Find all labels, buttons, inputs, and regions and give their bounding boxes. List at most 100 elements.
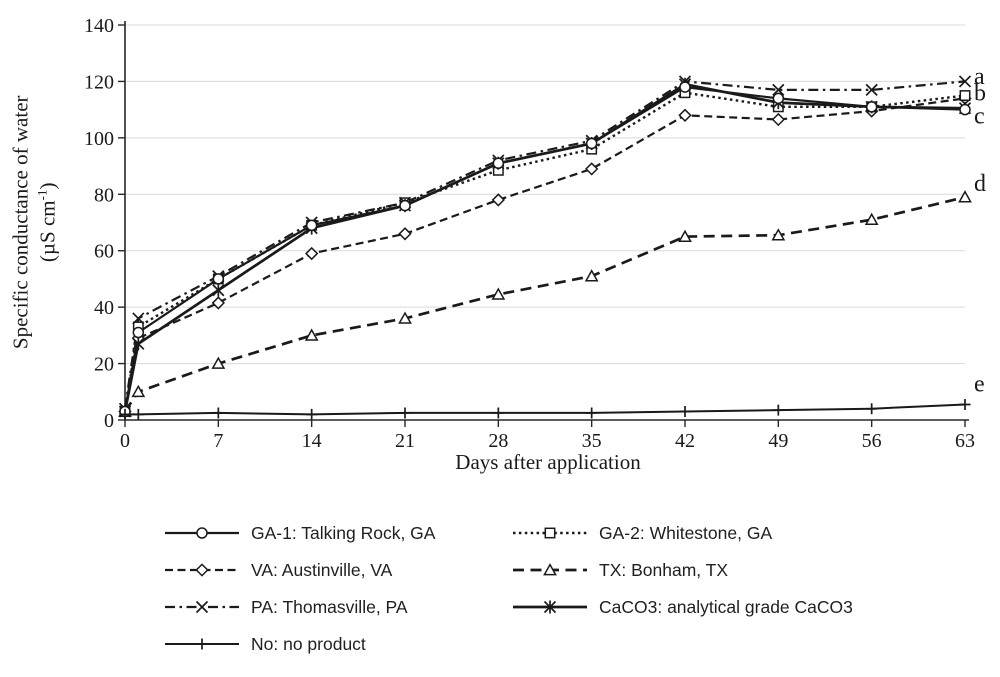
circle-marker [865, 101, 878, 113]
plus-marker [959, 398, 971, 410]
y-tick-label: 40 [94, 297, 114, 319]
triangle-marker [864, 212, 879, 226]
circle-marker [132, 326, 145, 339]
x-tick-label: 35 [582, 430, 602, 452]
legend-item-va: VA: Austinville, VA [163, 559, 511, 581]
plus-marker [196, 638, 208, 650]
legend-label: PA: Thomasville, PA [251, 596, 408, 617]
circle-marker [679, 81, 691, 93]
legend-label: No: no product [251, 633, 366, 654]
y-tick-label: 60 [94, 241, 114, 263]
x-marker [195, 600, 209, 614]
legend-item-ga-1: GA-1: Talking Rock, GA [163, 522, 511, 544]
y-tick-label: 100 [84, 128, 114, 150]
chart-legend: GA-1: Talking Rock, GA GA-2: Whitestone, … [163, 522, 931, 655]
triangle-marker [398, 311, 412, 324]
legend-label: GA-1: Talking Rock, GA [251, 522, 436, 543]
series-markers-TX [118, 190, 972, 417]
diamond-marker [305, 246, 319, 261]
x-tick-label: 14 [302, 430, 322, 452]
star-marker [132, 337, 145, 351]
diamond-marker [195, 563, 209, 577]
series-line-CaCO3 [123, 82, 966, 412]
diamond-marker [398, 227, 412, 241]
series-line-PA [123, 80, 966, 409]
legend-item-pa: PA: Thomasville, PA [163, 596, 511, 618]
legend-label: CaCO3: analytical grade CaCO3 [599, 596, 853, 617]
x-tick-label: 42 [675, 430, 695, 452]
circle-marker [492, 157, 505, 169]
x-axis-title: Days after application [455, 450, 641, 474]
plus-marker [679, 406, 691, 418]
series-markers-No [119, 398, 971, 420]
diamond-marker [585, 162, 599, 176]
x-marker [958, 75, 972, 88]
plot-area: Days after application 0 20 40 60 80 100 120 14… [84, 15, 986, 474]
triangle-marker [131, 384, 146, 398]
plus-marker [399, 407, 411, 419]
y-tick-label: 20 [94, 354, 114, 376]
x-marker [772, 83, 785, 96]
diamond-marker [678, 108, 692, 122]
diamond-marker [211, 296, 225, 310]
significance-letter-b: b [974, 81, 986, 107]
plus-marker [212, 407, 224, 419]
circle-marker [196, 527, 208, 539]
x-tick-label: 0 [120, 430, 130, 452]
plus-marker [119, 408, 131, 420]
plus-marker [586, 407, 598, 419]
star-marker [212, 283, 225, 297]
x-marker [132, 312, 145, 325]
series-markers-VA [118, 91, 972, 419]
square-marker [544, 527, 556, 539]
diamond-marker [491, 193, 505, 207]
legend-sample-no [165, 638, 239, 650]
series-line-GA-2 [123, 91, 966, 412]
circle-marker [772, 92, 785, 105]
series-line-No [125, 403, 966, 416]
series-line-GA-1 [123, 85, 966, 412]
series-line-TX [123, 195, 966, 413]
triangle-marker [304, 328, 319, 341]
significance-letter-d: d [974, 171, 986, 197]
series-markers-GA-2 [119, 87, 971, 417]
x-tick-label: 56 [862, 430, 882, 452]
legend-sample-tx [513, 563, 587, 576]
y-tick-label: 80 [94, 184, 114, 206]
plus-marker [772, 404, 784, 416]
triangle-marker [958, 190, 972, 203]
legend-item-ga-2: GA-2: Whitestone, GA [511, 522, 931, 544]
triangle-marker [771, 228, 786, 241]
circle-marker [305, 219, 318, 232]
legend-item-tx: TX: Bonham, TX [511, 559, 931, 581]
x-marker [865, 83, 878, 96]
significance-letter-c: c [974, 103, 985, 129]
series-line-VA [123, 97, 966, 412]
y-tick-label: 0 [104, 410, 114, 432]
series-markers-GA-1 [119, 81, 971, 418]
x-tick-label: 49 [768, 430, 788, 452]
x-tick-label: 28 [488, 430, 508, 452]
significance-letter-a: a [974, 64, 985, 90]
legend-sample-va [165, 563, 239, 577]
legend-sample-pa [165, 600, 239, 614]
y-tick-label: 120 [84, 71, 114, 93]
legend-label: VA: Austinville, VA [251, 559, 393, 580]
y-tick-label: 140 [84, 15, 114, 37]
plus-marker [866, 403, 878, 415]
triangle-marker [678, 229, 692, 242]
series-markers-CaCO3 [118, 77, 972, 419]
circle-marker [399, 199, 411, 212]
star-marker [543, 600, 557, 614]
triangle-marker [543, 563, 557, 576]
legend-sample-ga-2 [513, 527, 587, 539]
legend-item-no: No: no product [163, 633, 511, 655]
triangle-marker [584, 269, 599, 282]
circle-marker [585, 137, 598, 150]
circle-marker [212, 273, 225, 285]
x-tick-label: 7 [213, 430, 223, 452]
triangle-marker [491, 287, 506, 300]
significance-letter-e: e [974, 371, 985, 397]
square-marker [959, 90, 971, 101]
